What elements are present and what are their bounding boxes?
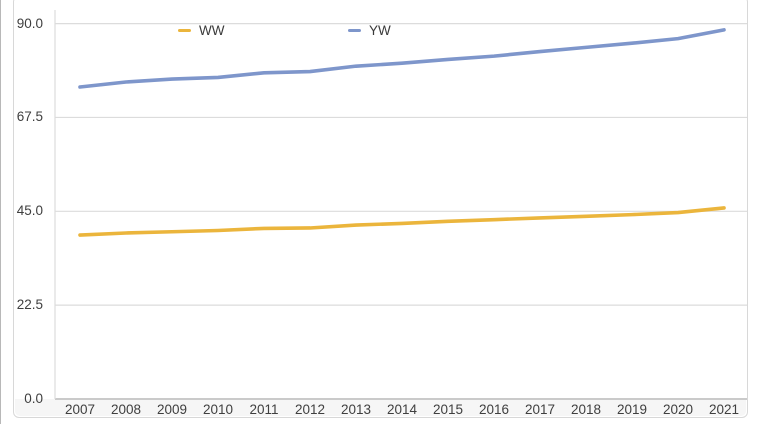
y-tick-label-67.5: 67.5 [16,109,43,125]
x-tick-label-2009: 2009 [156,402,188,417]
x-tick-label-2012: 2012 [294,402,326,417]
x-tick-label-2019: 2019 [616,402,648,417]
x-tick-label-2021: 2021 [708,402,740,417]
x-tick-label-2015: 2015 [432,402,464,417]
screen-edge-line [0,0,1,424]
legend-item-yw: YW [348,22,391,38]
x-tick-label-2017: 2017 [524,402,556,417]
ww-series-swatch [178,28,191,32]
y-tick-label-90.0: 90.0 [16,15,43,31]
legend-label-yw: YW [369,22,391,38]
x-tick-label-2010: 2010 [202,402,234,417]
x-tick-label-2011: 2011 [249,402,279,417]
series-line-yw [78,28,726,89]
series-line-ww [78,206,726,237]
x-tick-label-2020: 2020 [662,402,694,417]
y-tick-label-45.0: 45.0 [16,203,43,219]
y-tick-label-22.5: 22.5 [16,297,43,313]
yw-series-swatch [348,28,361,32]
legend-item-ww: WW [178,22,224,38]
x-tick-label-2008: 2008 [110,402,142,417]
x-tick-label-2014: 2014 [386,402,418,417]
x-axis-strip [15,399,746,416]
legend-label-ww: WW [199,22,225,38]
x-tick-label-2007: 2007 [64,402,96,417]
x-tick-label-2018: 2018 [570,402,602,417]
x-tick-label-2013: 2013 [340,402,372,417]
x-tick-label-2016: 2016 [478,402,510,417]
chart-card [13,0,748,418]
y-tick-label-0.0: 0.0 [24,391,43,406]
